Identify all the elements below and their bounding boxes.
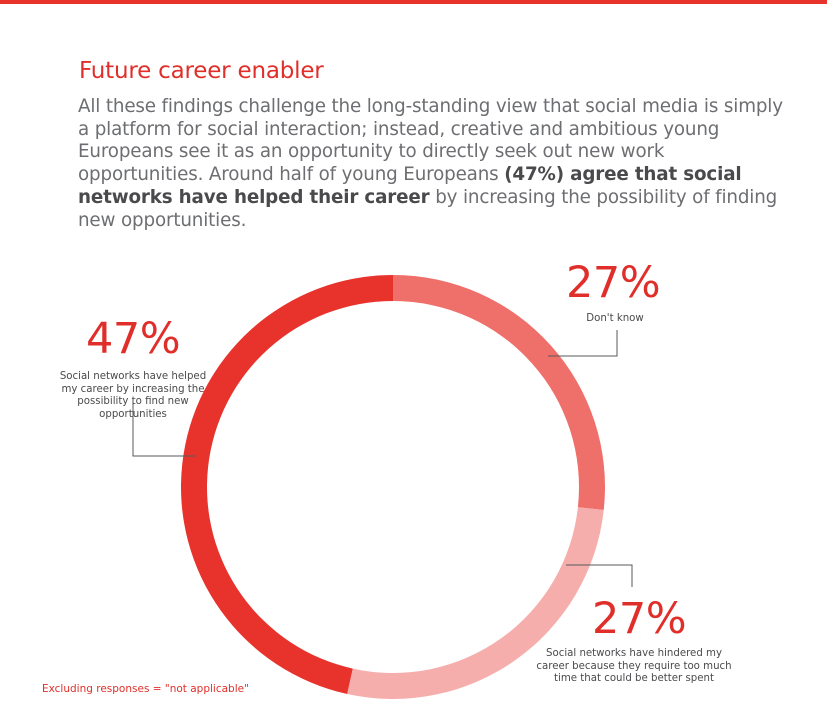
leader-line-dont-know: [548, 330, 618, 357]
intro-text-1: All these findings challenge the long-st…: [78, 96, 783, 186]
pct-label-helped: 47%: [86, 314, 181, 364]
footnote: Excluding responses = "not applicable": [42, 683, 249, 695]
leader-line-helped: [132, 402, 195, 457]
donut-segment-dont-know: [393, 275, 605, 511]
leader-line-hindered: [566, 564, 633, 587]
intro-paragraph: All these findings challenge the long-st…: [78, 96, 788, 232]
callout-text-dont-know: Don't know: [586, 313, 644, 324]
callout-text-hindered: Social networks have hindered my career …: [536, 648, 732, 685]
pct-label-dont-know: 27%: [566, 258, 661, 308]
intro-highlight: (47%) agree that social networks have he…: [78, 164, 742, 208]
intro-text-2: by increasing the possibility of finding…: [78, 186, 778, 231]
section-heading: Future career enabler: [79, 58, 324, 84]
donut-segment-hindered: [347, 507, 604, 699]
pct-label-hindered: 27%: [592, 594, 687, 644]
callout-text-helped: Social networks have helped my career by…: [59, 371, 207, 420]
donut-segment-helped: [180, 275, 393, 694]
top-accent-bar: [0, 0, 827, 4]
